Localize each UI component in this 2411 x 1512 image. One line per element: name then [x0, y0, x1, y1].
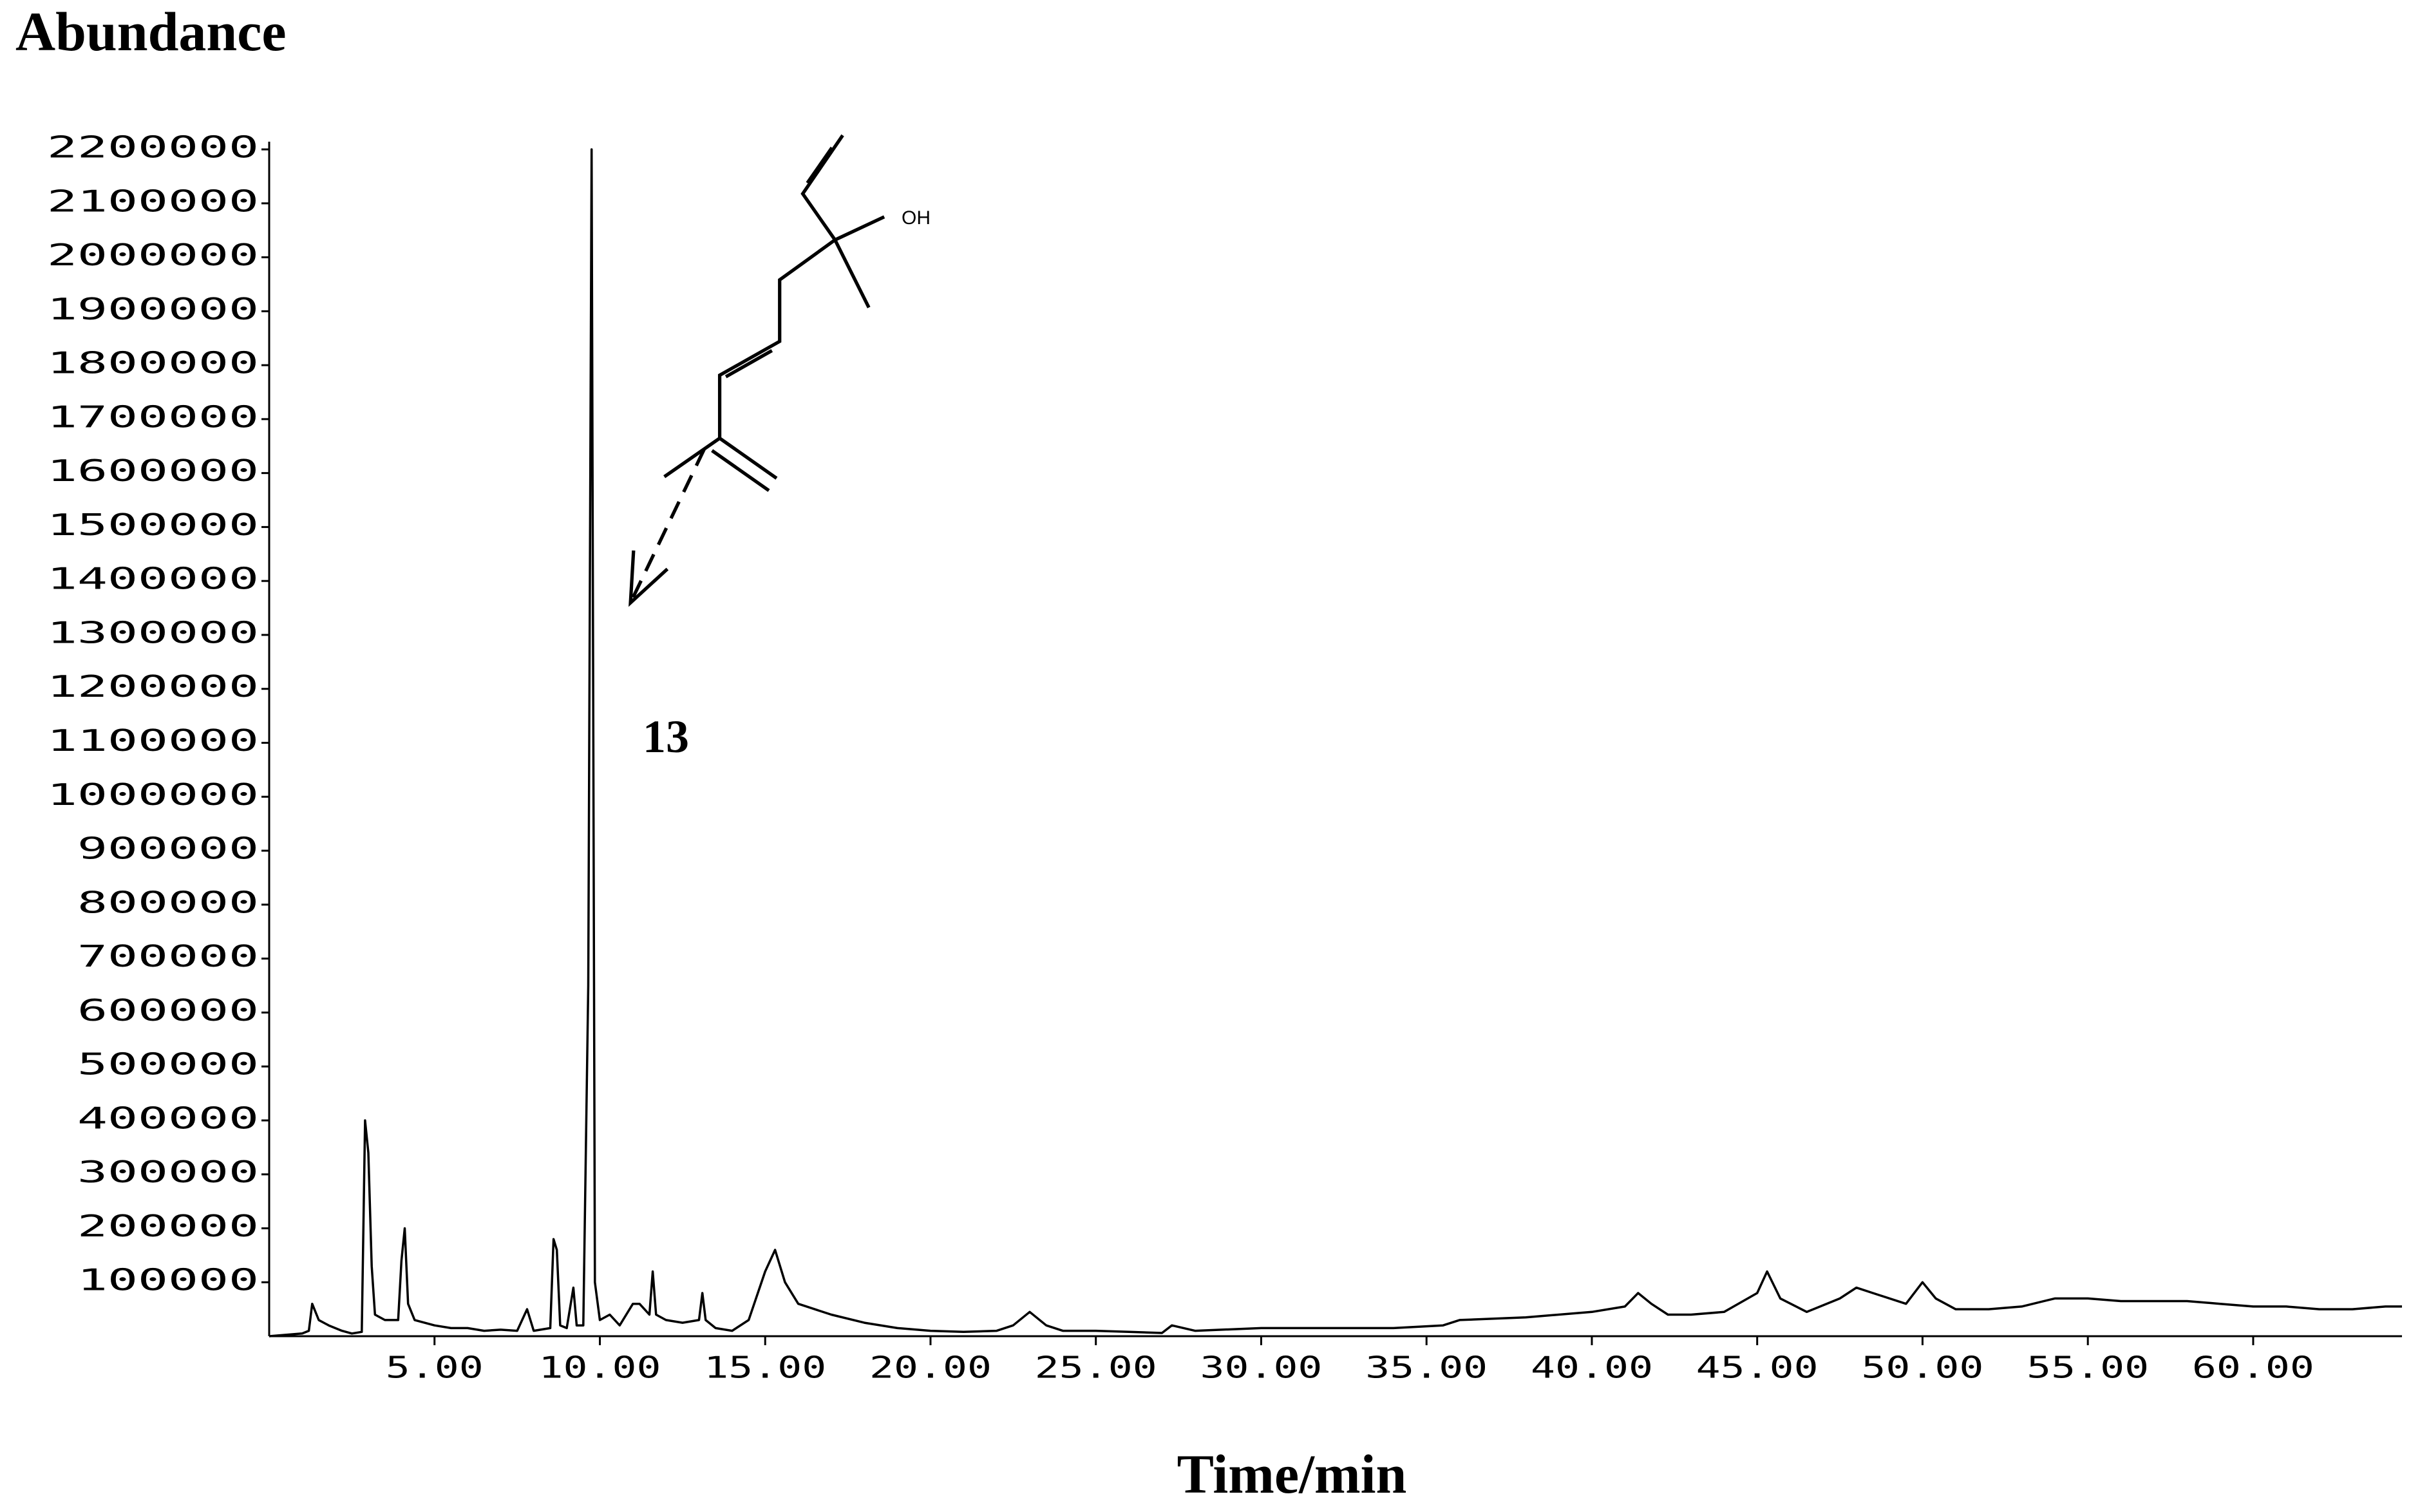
y-tick-label: 1000000: [47, 777, 259, 812]
x-tick-label: 40.00: [1531, 1350, 1653, 1385]
y-tick-label: 1300000: [47, 615, 259, 650]
x-tick-label: 20.00: [869, 1350, 992, 1385]
x-tick-label: 10.00: [538, 1350, 661, 1385]
y-tick-label: 600000: [77, 993, 259, 1028]
x-axis-title: Time/min: [1177, 1443, 1407, 1505]
y-tick-label: 1100000: [47, 723, 259, 758]
peak-label: 13: [643, 711, 689, 762]
x-tick-label: 5.00: [386, 1350, 484, 1385]
y-tick-label: 1600000: [47, 453, 259, 488]
x-tick-label: 35.00: [1365, 1350, 1488, 1385]
x-tick-label: 30.00: [1200, 1350, 1322, 1385]
x-tick-label: 60.00: [2192, 1350, 2314, 1385]
y-tick-label: 500000: [77, 1047, 259, 1082]
y-tick-label: 1500000: [47, 507, 259, 542]
y-tick-label: 900000: [77, 831, 259, 866]
x-tick-label: 50.00: [1861, 1350, 1983, 1385]
y-tick-label: 1200000: [47, 669, 259, 704]
y-tick-label: 2000000: [47, 238, 259, 272]
structure-label: OH: [902, 207, 931, 229]
trace: [269, 148, 2402, 1337]
y-tick-label: 800000: [77, 885, 259, 920]
y-tick-label: 300000: [77, 1155, 259, 1189]
x-tick-label: 55.00: [2027, 1350, 2149, 1385]
y-tick-label: 1700000: [47, 399, 259, 434]
y-tick-label: 2100000: [47, 184, 259, 218]
y-tick-label: 400000: [77, 1101, 259, 1135]
y-tick-label: 1900000: [47, 292, 259, 326]
x-tick-label: 45.00: [1696, 1350, 1819, 1385]
structure: [629, 134, 885, 607]
y-tick-label: 700000: [77, 939, 259, 974]
y-tick-label: 1800000: [47, 346, 259, 381]
y-axis-title: Abundance: [15, 1, 287, 62]
y-tick-label: 2200000: [47, 130, 259, 165]
x-tick-label: 25.00: [1035, 1350, 1157, 1385]
y-tick-label: 1400000: [47, 562, 259, 596]
y-tick-label: 200000: [77, 1209, 259, 1243]
y-tick-label: 100000: [77, 1263, 259, 1298]
x-tick-label: 15.00: [704, 1350, 826, 1385]
